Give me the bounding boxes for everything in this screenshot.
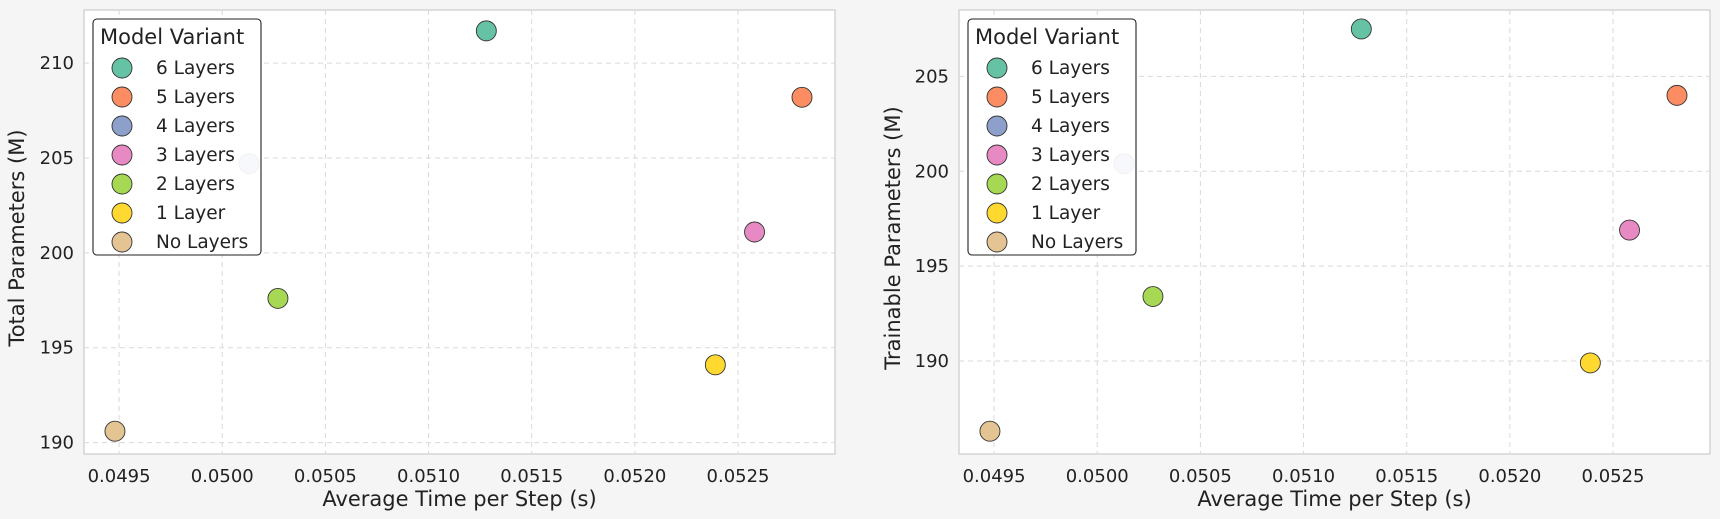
legend-entry-label: 6 Layers [156,58,235,79]
chart-panel: 0.0495 0.0500 0.0505 0.0510 0.0515 0.0520 0.05… [5,9,836,511]
legend-marker [986,173,1008,195]
data-point-6-layers [475,20,497,42]
legend-marker [986,202,1008,224]
legend: Model Variant 6 Layers 5 Layers 4 Layers 3 L… [967,18,1137,256]
legend-marker [986,57,1008,79]
x-tick-label: 0.0500 [191,466,254,487]
legend-entry-label: 5 Layers [1031,87,1110,108]
data-point-1-layer [1579,352,1601,374]
legend-marker [111,86,133,108]
legend-box [967,18,1137,256]
legend-entry-label: No Layers [1031,232,1123,253]
x-axis-label: Average Time per Step (s) [322,487,596,511]
data-point-no-layers [979,420,1001,442]
legend-entry-label: 4 Layers [1031,116,1110,137]
legend-entry-label: 2 Layers [1031,174,1110,195]
x-tick-label: 0.0510 [397,466,460,487]
legend-marker [111,144,133,166]
y-tick-label: 195 [40,338,74,359]
legend-marker [986,115,1008,137]
y-tick-label: 190 [40,433,74,454]
data-point-2-layers [267,287,289,309]
legend-marker [111,173,133,195]
legend-entry-label: 6 Layers [1031,58,1110,79]
legend-marker [111,231,133,253]
legend-marker [111,115,133,137]
legend-entry-label: No Layers [156,232,248,253]
legend-entry-label: 4 Layers [156,116,235,137]
legend-box [92,18,262,256]
y-tick-label: 205 [915,66,949,87]
x-tick-label: 0.0495 [88,466,151,487]
x-axis-label: Average Time per Step (s) [1197,487,1471,511]
data-point-1-layer [704,354,726,376]
data-point-5-layers [791,86,813,108]
x-tick-label: 0.0520 [603,466,666,487]
y-tick-label: 195 [915,256,949,277]
x-tick-label: 0.0510 [1272,466,1335,487]
x-tick-label: 0.0500 [1066,466,1129,487]
legend-entry-label: 5 Layers [156,87,235,108]
y-axis-label: Trainable Parameters (M) [881,106,905,370]
legend-entry-label: 1 Layer [1031,203,1101,224]
data-point-5-layers [1666,84,1688,106]
x-tick-label: 0.0525 [707,466,770,487]
legend-title: Model Variant [975,25,1119,49]
legend-marker [111,202,133,224]
data-point-2-layers [1142,286,1164,307]
legend-entry-label: 3 Layers [156,145,235,166]
x-tick-label: 0.0505 [294,466,357,487]
legend-title: Model Variant [100,25,244,49]
y-tick-label: 210 [40,53,74,74]
legend-marker [986,144,1008,166]
legend-marker [111,57,133,79]
data-point-3-layers [1619,219,1640,241]
y-tick-label: 205 [40,148,74,169]
x-tick-label: 0.0520 [1478,466,1541,487]
x-tick-label: 0.0495 [963,466,1026,487]
data-point-6-layers [1350,18,1372,40]
data-point-no-layers [104,420,126,442]
legend-entry-label: 3 Layers [1031,145,1110,166]
legend-entry-label: 1 Layer [156,203,226,224]
x-tick-label: 0.0515 [1375,466,1438,487]
x-tick-label: 0.0525 [1582,466,1645,487]
y-axis-label: Total Parameters (M) [5,129,29,347]
data-point-3-layers [744,221,765,243]
y-tick-label: 200 [915,161,949,182]
legend-entry-label: 2 Layers [156,174,235,195]
x-tick-label: 0.0505 [1169,466,1232,487]
x-tick-label: 0.0515 [500,466,563,487]
legend-marker [986,231,1008,253]
legend: Model Variant 6 Layers 5 Layers 4 Layers 3 L… [92,18,262,256]
y-tick-label: 200 [40,243,74,264]
y-tick-label: 190 [915,351,949,372]
chart-panel: 0.0495 0.0500 0.0505 0.0510 0.0515 0.0520 0.05… [881,9,1711,511]
legend-marker [986,86,1008,108]
chart-panels: 0.0495 0.0500 0.0505 0.0510 0.0515 0.0520 0.05… [5,9,1711,511]
